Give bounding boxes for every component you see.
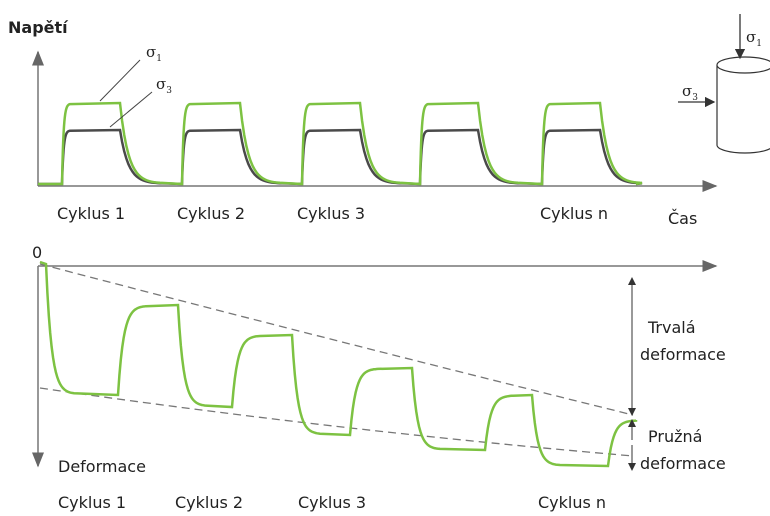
cycle-label: Cyklus n bbox=[540, 204, 608, 223]
y-label: Napětí bbox=[8, 18, 69, 37]
symbol: σ bbox=[146, 43, 156, 61]
symbol: σ bbox=[156, 75, 166, 93]
cycle-label: Cyklus 3 bbox=[298, 493, 366, 512]
subscript: 1 bbox=[156, 54, 162, 64]
cylinder-top bbox=[716, 56, 770, 74]
elastic-label: deformace bbox=[640, 454, 726, 473]
strain-curve bbox=[39, 260, 638, 468]
stress-curves bbox=[38, 101, 643, 186]
origin-label: 0 bbox=[32, 243, 42, 262]
cycle-label: Cyklus 3 bbox=[297, 204, 365, 223]
cylinder-body bbox=[716, 65, 770, 154]
leader-line bbox=[109, 91, 153, 128]
sigma3-label: σ3 bbox=[682, 82, 698, 103]
cycle-label: Cyklus 1 bbox=[57, 204, 125, 223]
subscript: 3 bbox=[692, 93, 698, 103]
subscript: 1 bbox=[756, 39, 762, 49]
cycle-label: Cyklus 2 bbox=[175, 493, 243, 512]
symbol: σ bbox=[746, 28, 756, 46]
x-label: Čas bbox=[668, 209, 697, 228]
sigma1-label: σ1 bbox=[746, 28, 762, 49]
cycle-label: Cyklus 2 bbox=[177, 204, 245, 223]
sigma1-curve bbox=[38, 101, 643, 186]
cycle-label: Cyklus 1 bbox=[58, 493, 126, 512]
elastic-label: Pružná bbox=[648, 427, 702, 446]
sigma1-label: σ1 bbox=[146, 43, 162, 64]
permanent-label: Trvalá bbox=[647, 318, 696, 337]
y-label: Deformace bbox=[58, 457, 146, 476]
strain-line bbox=[39, 260, 638, 468]
sigma3-label: σ3 bbox=[156, 75, 172, 96]
lower-envelope bbox=[39, 387, 634, 457]
leader-line bbox=[99, 59, 141, 102]
symbol: σ bbox=[682, 82, 692, 100]
upper-envelope bbox=[39, 263, 634, 416]
cycle-label: Cyklus n bbox=[538, 493, 606, 512]
subscript: 3 bbox=[166, 86, 172, 96]
permanent-label: deformace bbox=[640, 345, 726, 364]
